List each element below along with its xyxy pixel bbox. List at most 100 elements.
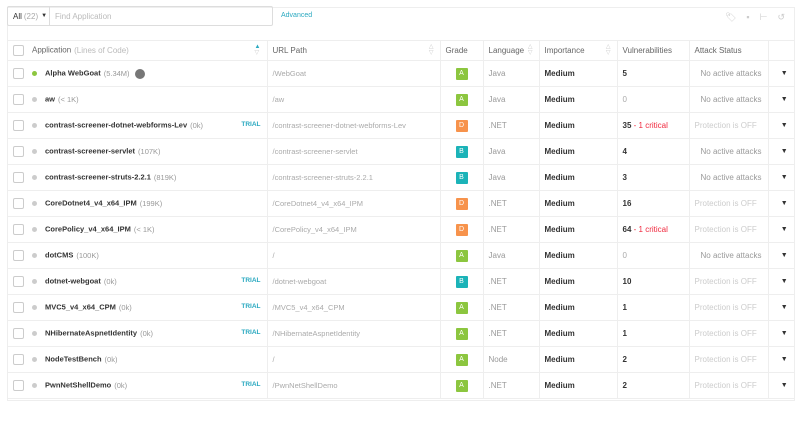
vulnerabilities-cell[interactable]: 2: [617, 372, 690, 399]
app-name[interactable]: PwnNetShellDemo: [45, 380, 112, 390]
table-row[interactable]: contrast-screener-struts-2.2.1 (819K) /co…: [8, 164, 795, 191]
table-row[interactable]: dotnet-webgoat (0k) TRIAL /dotnet-webgoat …: [8, 268, 795, 295]
table-row[interactable]: contrast-screener-servlet (107K) /contras…: [8, 138, 795, 165]
importance[interactable]: Medium: [539, 216, 618, 243]
table-row[interactable]: contrast-screener-dotnet-webforms-Lev (0k…: [8, 112, 795, 139]
sort-icon[interactable]: △ ▽: [428, 44, 434, 56]
vulnerability-count[interactable]: 1: [622, 329, 627, 338]
table-row[interactable]: aw (< 1K) /aw A Java Medium 0 No active a…: [8, 86, 795, 113]
row-menu-caret-icon[interactable]: ▼: [768, 190, 795, 217]
importance[interactable]: Medium: [539, 320, 618, 347]
app-name[interactable]: contrast-screener-dotnet-webforms-Lev: [45, 120, 188, 130]
vulnerabilities-cell[interactable]: 4: [617, 138, 690, 165]
row-checkbox[interactable]: [13, 94, 24, 105]
vulnerabilities-cell[interactable]: 64 - 1 critical: [617, 216, 690, 243]
tag-icon[interactable]: 🏷︎: [724, 12, 737, 22]
vulnerabilities-cell[interactable]: 0: [617, 86, 690, 113]
importance[interactable]: Medium: [539, 190, 618, 217]
advanced-link[interactable]: Advanced: [281, 12, 313, 19]
vulnerabilities-cell[interactable]: 0: [617, 242, 690, 269]
select-all-checkbox[interactable]: [13, 45, 24, 56]
app-name[interactable]: dotnet-webgoat: [45, 276, 101, 286]
vulnerability-count[interactable]: 2: [622, 355, 627, 364]
vulnerability-count[interactable]: 10: [622, 277, 632, 286]
vulnerability-count[interactable]: 2: [622, 381, 627, 390]
row-menu-caret-icon[interactable]: ▼: [768, 346, 795, 373]
vulnerability-count[interactable]: 16: [622, 199, 632, 208]
sort-icon[interactable]: △ ▽: [605, 44, 611, 56]
row-checkbox[interactable]: [13, 328, 24, 339]
column-importance[interactable]: Importance △ ▽: [539, 40, 618, 61]
table-row[interactable]: dotCMS (100K) / A Java Medium 0 No active…: [8, 242, 795, 269]
vulnerability-count[interactable]: 3: [622, 173, 627, 182]
search-input[interactable]: [50, 11, 272, 21]
vulnerability-count[interactable]: 4: [622, 147, 627, 156]
app-name[interactable]: MVC5_v4_x64_CPM: [45, 302, 116, 312]
app-name[interactable]: CorePolicy_v4_x64_IPM: [45, 224, 131, 234]
vulnerability-count[interactable]: 35: [622, 121, 632, 130]
vulnerabilities-cell[interactable]: 3: [617, 164, 690, 191]
table-row[interactable]: Alpha WebGoat (5.34M) /WebGoat A Java Med…: [8, 60, 795, 87]
flag-icon[interactable]: ⊢: [759, 12, 768, 22]
importance[interactable]: Medium: [539, 346, 618, 373]
importance[interactable]: Medium: [539, 112, 618, 139]
row-checkbox[interactable]: [13, 68, 24, 79]
row-menu-caret-icon[interactable]: ▼: [768, 86, 795, 113]
row-menu-caret-icon[interactable]: ▼: [768, 216, 795, 243]
vulnerability-count[interactable]: 0: [622, 95, 627, 104]
app-name[interactable]: NHibernateAspnetIdentity: [45, 328, 138, 338]
column-language[interactable]: Language △ ▽: [483, 40, 540, 61]
importance[interactable]: Medium: [539, 60, 618, 87]
app-name[interactable]: CoreDotnet4_v4_x64_IPM: [45, 198, 137, 208]
app-name[interactable]: Alpha WebGoat: [45, 68, 101, 78]
sort-icon[interactable]: ▲ ▽: [254, 44, 261, 56]
row-menu-caret-icon[interactable]: ▼: [768, 242, 795, 269]
reset-icon[interactable]: ↺: [777, 12, 785, 22]
row-menu-caret-icon[interactable]: ▼: [768, 268, 795, 295]
row-checkbox[interactable]: [13, 276, 24, 287]
table-row[interactable]: PwnNetShellDemo (0k) TRIAL /PwnNetShellDem…: [8, 372, 795, 399]
row-checkbox[interactable]: [13, 354, 24, 365]
table-row[interactable]: CoreDotnet4_v4_x64_IPM (199K) /CoreDotnet…: [8, 190, 795, 217]
vulnerability-count[interactable]: 1: [622, 303, 627, 312]
table-row[interactable]: CorePolicy_v4_x64_IPM (< 1K) /CorePolicy_…: [8, 216, 795, 243]
row-checkbox[interactable]: [13, 250, 24, 261]
vulnerabilities-cell[interactable]: 1: [617, 294, 690, 321]
vulnerability-count[interactable]: 5: [622, 69, 627, 78]
filter-dropdown[interactable]: All (22) ▼: [8, 7, 50, 25]
app-name[interactable]: contrast-screener-servlet: [45, 146, 136, 156]
column-application[interactable]: Application (Lines of Code) ▲ ▽: [8, 40, 268, 61]
table-row[interactable]: NodeTestBench (0k) / A Node Medium 2 Prot…: [8, 346, 795, 373]
importance[interactable]: Medium: [539, 372, 618, 399]
row-checkbox[interactable]: [13, 224, 24, 235]
row-menu-caret-icon[interactable]: ▼: [768, 164, 795, 191]
app-name[interactable]: aw: [45, 94, 56, 104]
row-menu-caret-icon[interactable]: ▼: [768, 294, 795, 321]
row-menu-caret-icon[interactable]: ▼: [768, 138, 795, 165]
app-name[interactable]: dotCMS: [45, 250, 74, 260]
row-menu-caret-icon[interactable]: ▼: [768, 372, 795, 399]
app-name[interactable]: contrast-screener-struts-2.2.1: [45, 172, 151, 182]
vulnerabilities-cell[interactable]: 1: [617, 320, 690, 347]
archive-icon[interactable]: ▪: [746, 12, 750, 22]
row-checkbox[interactable]: [13, 198, 24, 209]
row-checkbox[interactable]: [13, 380, 24, 391]
importance[interactable]: Medium: [539, 294, 618, 321]
vulnerability-count[interactable]: 0: [622, 251, 627, 260]
importance[interactable]: Medium: [539, 268, 618, 295]
vulnerabilities-cell[interactable]: 35 - 1 critical: [617, 112, 690, 139]
vulnerabilities-cell[interactable]: 10: [617, 268, 690, 295]
importance[interactable]: Medium: [539, 86, 618, 113]
row-menu-caret-icon[interactable]: ▼: [768, 60, 795, 87]
vulnerability-count[interactable]: 64: [622, 225, 632, 234]
importance[interactable]: Medium: [539, 242, 618, 269]
row-menu-caret-icon[interactable]: ▼: [768, 320, 795, 347]
vulnerabilities-cell[interactable]: 2: [617, 346, 690, 373]
vulnerabilities-cell[interactable]: 16: [617, 190, 690, 217]
importance[interactable]: Medium: [539, 164, 618, 191]
column-url[interactable]: URL Path △ ▽: [267, 40, 441, 61]
row-menu-caret-icon[interactable]: ▼: [768, 112, 795, 139]
table-row[interactable]: NHibernateAspnetIdentity (0k) TRIAL /NHibe…: [8, 320, 795, 347]
app-name[interactable]: NodeTestBench: [45, 354, 102, 364]
row-checkbox[interactable]: [13, 146, 24, 157]
